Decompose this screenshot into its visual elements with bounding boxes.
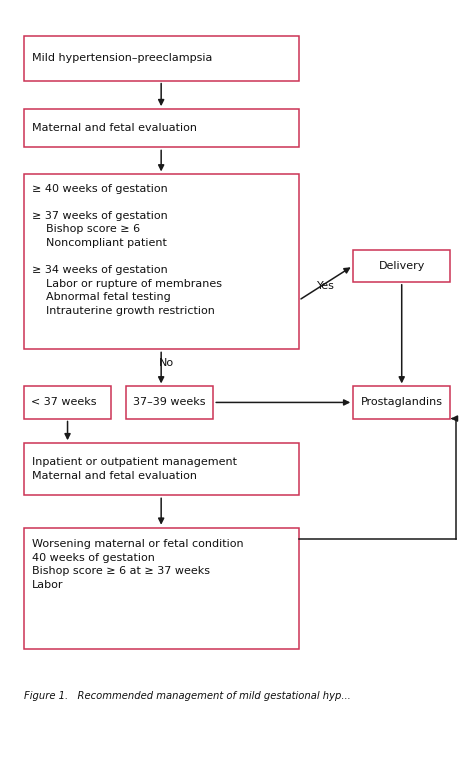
Text: Prostaglandins: Prostaglandins xyxy=(361,397,443,408)
FancyBboxPatch shape xyxy=(24,174,299,349)
FancyBboxPatch shape xyxy=(24,386,111,419)
Text: Delivery: Delivery xyxy=(379,260,425,271)
Text: ≥ 40 weeks of gestation

≥ 37 weeks of gestation
    Bishop score ≥ 6
    Noncom: ≥ 40 weeks of gestation ≥ 37 weeks of ge… xyxy=(32,184,222,316)
FancyBboxPatch shape xyxy=(353,386,450,419)
Text: No: No xyxy=(159,358,174,369)
FancyBboxPatch shape xyxy=(24,528,299,649)
Text: Figure 1.   Recommended management of mild gestational hyp...: Figure 1. Recommended management of mild… xyxy=(24,691,350,701)
Text: Yes: Yes xyxy=(317,281,335,291)
Text: Worsening maternal or fetal condition
40 weeks of gestation
Bishop score ≥ 6 at : Worsening maternal or fetal condition 40… xyxy=(32,539,244,590)
FancyBboxPatch shape xyxy=(24,36,299,81)
FancyBboxPatch shape xyxy=(24,109,299,147)
Text: Mild hypertension–preeclampsia: Mild hypertension–preeclampsia xyxy=(32,53,213,64)
FancyBboxPatch shape xyxy=(24,443,299,495)
Text: Inpatient or outpatient management
Maternal and fetal evaluation: Inpatient or outpatient management Mater… xyxy=(32,458,237,481)
FancyBboxPatch shape xyxy=(353,250,450,282)
FancyBboxPatch shape xyxy=(126,386,213,419)
Text: 37–39 weeks: 37–39 weeks xyxy=(133,397,205,408)
Text: Maternal and fetal evaluation: Maternal and fetal evaluation xyxy=(32,123,197,134)
Text: < 37 weeks: < 37 weeks xyxy=(31,397,96,408)
